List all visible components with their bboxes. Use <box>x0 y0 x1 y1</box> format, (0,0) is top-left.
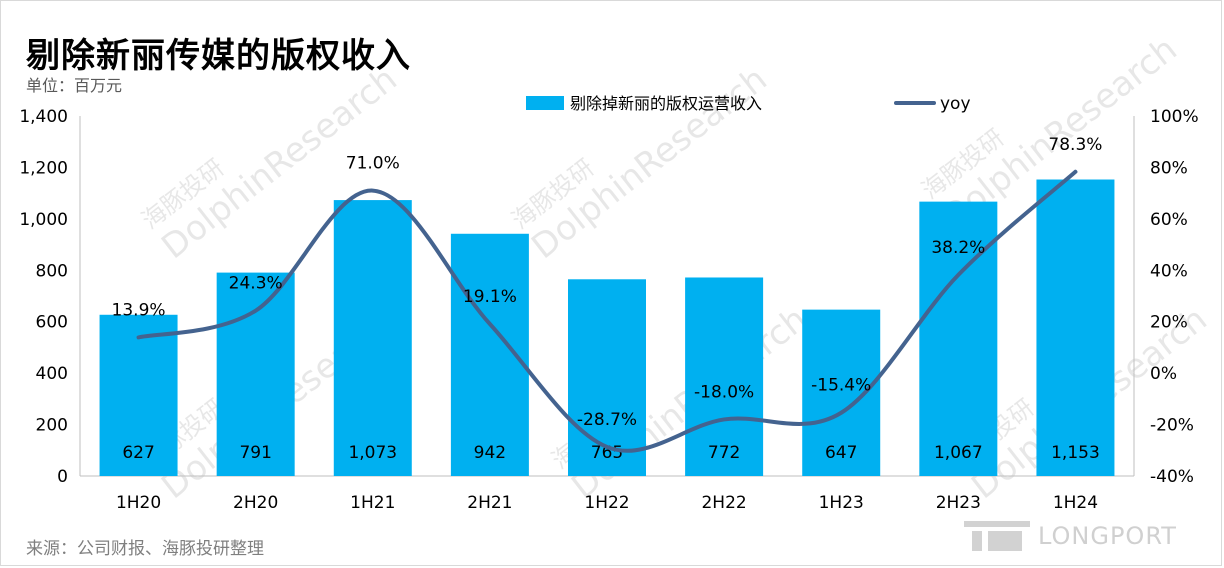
bar-value-label: 772 <box>708 443 740 463</box>
legend-line-label: yoy <box>940 94 971 114</box>
brand-logo: LONGPORT <box>964 518 1212 554</box>
x-tick-label: 2H22 <box>701 493 746 513</box>
bar-value-label: 1,153 <box>1051 443 1100 463</box>
yoy-value-label: 71.0% <box>346 154 400 174</box>
bar-value-label: 1,067 <box>934 443 983 463</box>
y-right-tick-label: 60% <box>1150 210 1188 230</box>
y-right-tick-label: -40% <box>1150 467 1194 487</box>
y-right-tick-label: 0% <box>1150 364 1177 384</box>
y-left-tick-label: 800 <box>36 261 68 281</box>
bar-2H20 <box>216 272 295 476</box>
y-right-tick-label: 100% <box>1150 107 1199 127</box>
y-left-tick-label: 200 <box>36 416 68 436</box>
unit-label: 单位：百万元 <box>26 76 123 95</box>
chart-title: 剔除新丽传媒的版权收入 <box>26 36 411 76</box>
bar-1H20 <box>99 314 178 476</box>
y-right-tick-label: -20% <box>1150 416 1194 436</box>
yoy-line <box>136 169 1078 453</box>
bar-value-label: 627 <box>122 443 154 463</box>
bar-value-label: 791 <box>239 443 271 463</box>
yoy-value-label: 13.9% <box>112 300 166 320</box>
yoy-value-label: -15.4% <box>811 376 871 396</box>
y-left-tick-label: 1,200 <box>19 158 68 178</box>
x-tick-label: 2H21 <box>467 493 512 513</box>
legend-bar-swatch <box>526 96 564 110</box>
legend-bar-label: 剔除掉新丽的版权运营收入 <box>570 94 762 113</box>
bar-value-label: 1,073 <box>348 443 397 463</box>
x-tick-label: 1H22 <box>584 493 629 513</box>
bar-1H24 <box>1036 179 1115 476</box>
yoy-value-label: 78.3% <box>1048 135 1102 155</box>
bar-value-label: 647 <box>825 443 857 463</box>
y-left-tick-label: 1,400 <box>19 107 68 127</box>
y-right-tick-label: 80% <box>1150 158 1188 178</box>
yoy-value-label: -28.7% <box>577 410 637 430</box>
source-note: 来源：公司财报、海豚投研整理 <box>26 539 264 559</box>
watermark-text-en: DolphinResearch <box>524 59 774 267</box>
bar-2H22 <box>685 277 764 476</box>
x-tick-label: 1H24 <box>1053 493 1098 513</box>
y-left-tick-label: 1,000 <box>19 210 68 230</box>
yoy-value-label: 19.1% <box>463 287 517 307</box>
x-tick-label: 2H23 <box>936 493 981 513</box>
brand-name: LONGPORT <box>1038 522 1177 550</box>
y-left-tick-label: 0 <box>57 467 68 487</box>
y-right-tick-label: 40% <box>1150 261 1188 281</box>
bar-value-label: 942 <box>474 443 506 463</box>
yoy-value-label: -18.0% <box>694 382 754 402</box>
x-tick-label: 1H23 <box>819 493 864 513</box>
brand-mark-icon <box>964 521 1030 551</box>
x-tick-label: 1H21 <box>350 493 395 513</box>
x-tick-label: 1H20 <box>116 493 161 513</box>
yoy-value-label: 24.3% <box>229 274 283 294</box>
y-left-tick-label: 400 <box>36 364 68 384</box>
bar-1H22 <box>568 279 646 476</box>
yoy-value-label: 38.2% <box>931 238 985 258</box>
bar-1H21 <box>333 200 412 477</box>
x-tick-label: 2H20 <box>233 493 278 513</box>
y-left-tick-label: 600 <box>36 313 68 333</box>
y-right-tick-label: 20% <box>1150 313 1188 333</box>
